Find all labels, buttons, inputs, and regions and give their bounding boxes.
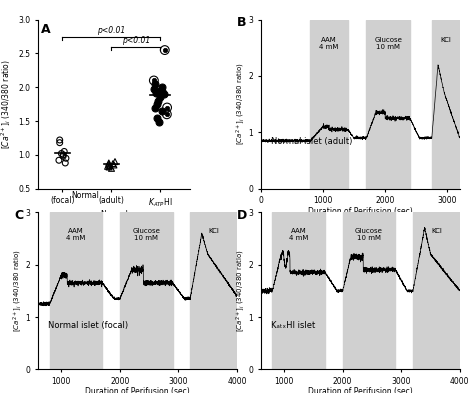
- Point: [151, 105, 159, 111]
- Text: AAM
4 mM: AAM 4 mM: [319, 37, 339, 50]
- Point: [62, 160, 69, 166]
- Point: [163, 111, 171, 118]
- Point: [158, 84, 165, 90]
- Text: p<0.01: p<0.01: [97, 26, 126, 35]
- Bar: [432, 20, 460, 189]
- Y-axis label: $[Ca^{2+}]_i$ (340/380 ratio): $[Ca^{2+}]_i$ (340/380 ratio): [11, 250, 24, 332]
- Text: KCl: KCl: [208, 228, 219, 234]
- Point: [110, 162, 118, 168]
- Point: [59, 153, 67, 159]
- Text: AAM
4 mM: AAM 4 mM: [66, 228, 86, 241]
- Bar: [190, 212, 237, 369]
- Y-axis label: $[Ca^{2+}]_i$ (340/380 ratio): $[Ca^{2+}]_i$ (340/380 ratio): [0, 59, 13, 149]
- Text: AAM
4 mM: AAM 4 mM: [289, 228, 309, 241]
- Bar: [273, 212, 325, 369]
- Point: [150, 85, 157, 92]
- Point: [56, 137, 64, 143]
- Point: [60, 148, 68, 154]
- Point: [163, 111, 171, 118]
- Text: Normal islet (focal): Normal islet (focal): [48, 321, 128, 330]
- Text: KCl: KCl: [431, 228, 442, 234]
- Bar: [413, 212, 460, 369]
- Text: Normal islet (adult): Normal islet (adult): [271, 138, 352, 146]
- Point: [158, 108, 166, 114]
- Point: [109, 160, 117, 167]
- Text: Glucose
10 mM: Glucose 10 mM: [374, 37, 402, 50]
- Text: A: A: [41, 23, 51, 36]
- Bar: [50, 212, 102, 369]
- Point: [55, 157, 63, 163]
- Text: KₐₜₓHI islet: KₐₜₓHI islet: [271, 321, 315, 330]
- Y-axis label: $[Ca^{2+}]_i$ (340/380 ratio): $[Ca^{2+}]_i$ (340/380 ratio): [234, 250, 247, 332]
- Point: [152, 90, 160, 96]
- Text: p<0.01: p<0.01: [122, 36, 150, 45]
- Point: [104, 163, 111, 169]
- Bar: [366, 20, 410, 189]
- Text: Normal: Normal: [72, 191, 99, 200]
- Point: [62, 155, 70, 162]
- Point: [111, 158, 119, 165]
- Point: [105, 161, 113, 167]
- Point: [152, 81, 159, 87]
- Point: [59, 152, 67, 158]
- Point: [161, 47, 169, 53]
- Y-axis label: $[Ca^{2+}]_i$ (340/380 ratio): $[Ca^{2+}]_i$ (340/380 ratio): [234, 63, 247, 145]
- Point: [163, 105, 171, 111]
- Point: [156, 94, 164, 101]
- Point: [154, 114, 161, 121]
- Point: [56, 140, 64, 146]
- Point: [163, 105, 171, 111]
- X-axis label: Normal: Normal: [100, 210, 128, 219]
- Point: [154, 101, 161, 107]
- Text: C: C: [14, 209, 23, 222]
- Bar: [120, 212, 173, 369]
- X-axis label: Duration of Perifusion (sec): Duration of Perifusion (sec): [85, 387, 190, 393]
- Point: [105, 164, 113, 170]
- Text: KCl: KCl: [440, 37, 451, 42]
- Text: Glucose
10 mM: Glucose 10 mM: [355, 228, 383, 241]
- Bar: [310, 20, 348, 189]
- Bar: [343, 212, 395, 369]
- Point: [106, 163, 114, 169]
- Point: [155, 119, 163, 125]
- X-axis label: Duration of Perifusion (sec): Duration of Perifusion (sec): [308, 387, 412, 393]
- Text: D: D: [237, 209, 247, 222]
- Point: [155, 97, 162, 104]
- Point: [58, 151, 65, 157]
- Point: [150, 77, 158, 84]
- Text: B: B: [237, 16, 246, 29]
- Point: [158, 88, 165, 94]
- Point: [161, 91, 168, 97]
- Point: [161, 47, 169, 53]
- Point: [105, 160, 113, 166]
- Text: Glucose
10 mM: Glucose 10 mM: [132, 228, 160, 241]
- Point: [157, 88, 164, 94]
- Point: [150, 77, 158, 84]
- Point: [108, 165, 115, 171]
- X-axis label: Duration of Perifusion (sec): Duration of Perifusion (sec): [308, 207, 412, 216]
